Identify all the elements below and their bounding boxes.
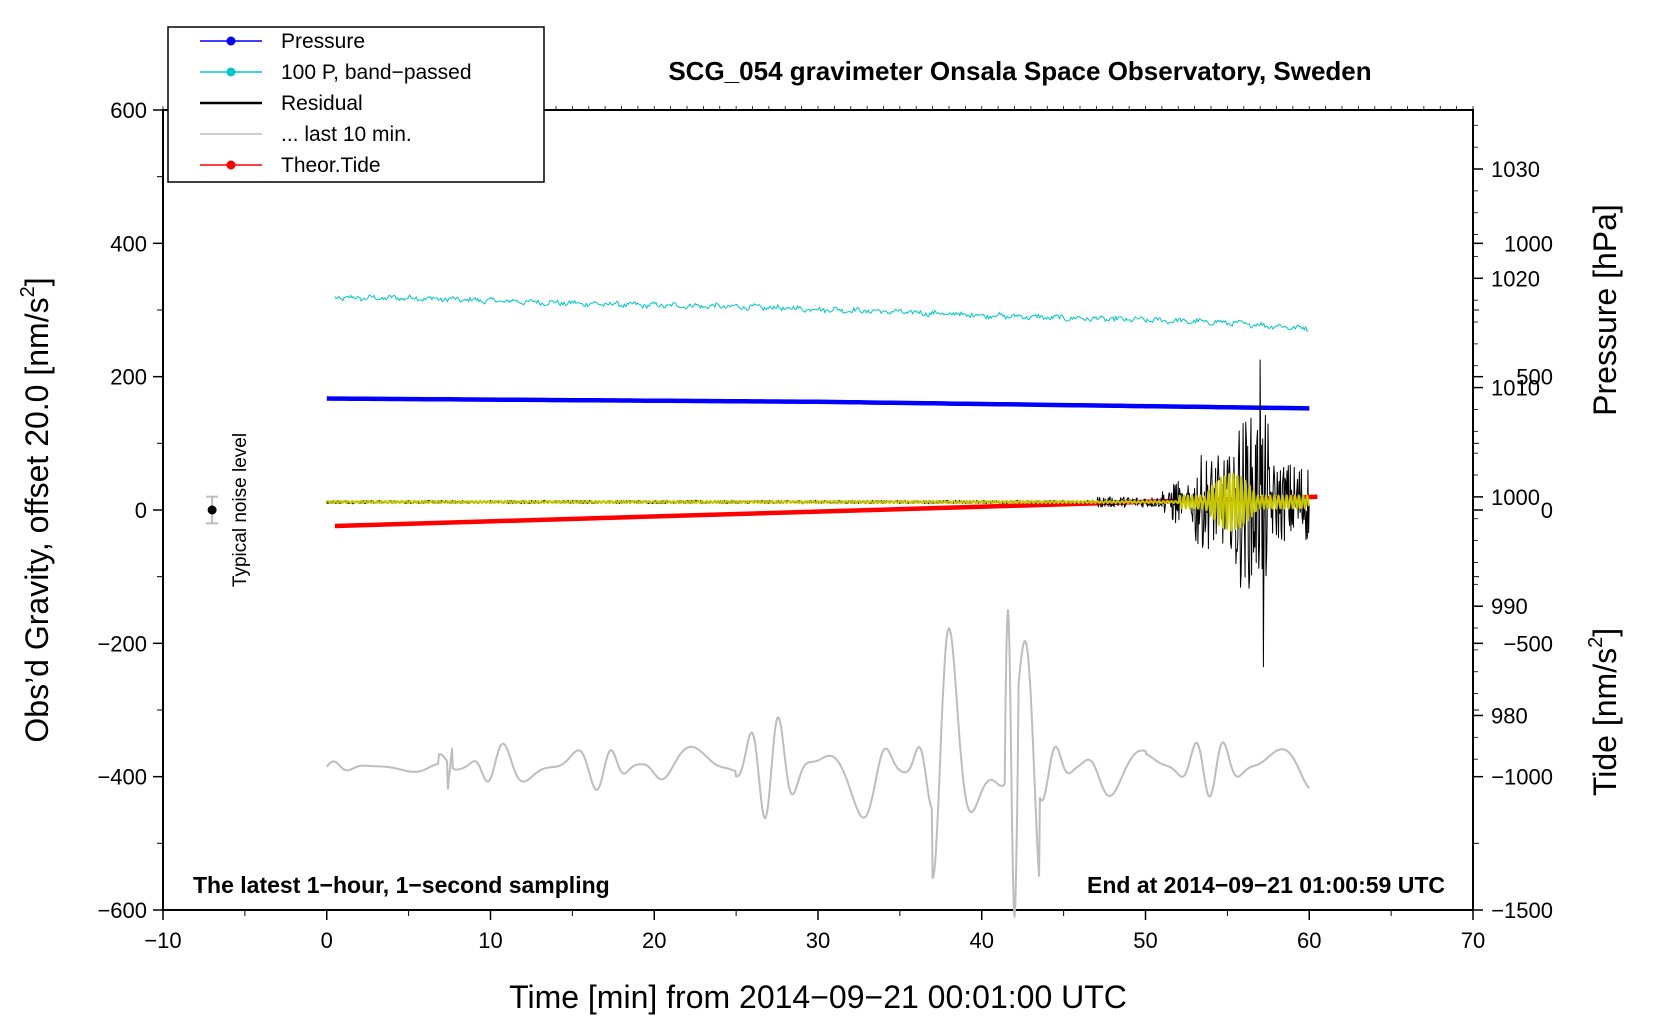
pressure-line [326, 396, 1310, 411]
tide-tick-label: 500 [1516, 365, 1553, 390]
tide-tick-label: −1000 [1491, 765, 1553, 790]
tide-axis-title-end: ] [1587, 628, 1623, 637]
noise-bar-point [207, 505, 217, 515]
y-tick-label: 0 [135, 498, 147, 523]
y-tick-label: 200 [110, 365, 147, 390]
curves [206, 294, 1318, 918]
residual-filtered-line [325, 472, 1310, 532]
chart-title: SCG_054 gravimeter Onsala Space Observat… [668, 56, 1371, 86]
x-tick-label: 60 [1297, 928, 1321, 953]
pressure-tick-label: 1030 [1491, 157, 1540, 182]
legend: Pressure 100 P, band−passed Residual ... la… [167, 26, 545, 183]
y-axis-title-end: ] [19, 277, 55, 286]
x-tick-label: 50 [1133, 928, 1157, 953]
noise-level-label: Typical noise level [230, 433, 251, 587]
legend-label: Residual [281, 92, 363, 115]
pressure-axis-title: Pressure [hPa] [1587, 204, 1623, 416]
tide-tick-label: 1000 [1504, 231, 1553, 256]
x-tick-label: 70 [1461, 928, 1485, 953]
legend-box [167, 26, 545, 183]
y-axis-title-main: Obs’d Gravity, offset 20.0 [nm/s [19, 297, 55, 742]
pressure-tick-label: 1020 [1491, 266, 1540, 291]
x-tick-label: 10 [478, 928, 502, 953]
last-10-min-line [326, 609, 1310, 918]
x-tick-label: 20 [642, 928, 666, 953]
pressure-tick-label: 980 [1491, 703, 1528, 728]
x-tick-label: 0 [321, 928, 333, 953]
tide-axis-title-sup: 2 [1585, 637, 1607, 648]
tide-axis-title: Tide [nm/s2] [1585, 628, 1623, 796]
y-tick-label: −400 [97, 765, 147, 790]
legend-label: 100 P, band−passed [281, 61, 472, 84]
end-time-note: End at 2014−09−21 01:00:59 UTC [1087, 872, 1445, 898]
legend-marker [226, 67, 236, 77]
y-tick-label: 600 [110, 98, 147, 123]
tide-tick-label: 0 [1541, 498, 1553, 523]
ticks: −10 0 10 20 30 40 50 60 706004002000−200−400−600… [97, 98, 1553, 953]
legend-marker [226, 36, 236, 46]
tide-tick-label: −500 [1503, 631, 1553, 656]
legend-label: Pressure [281, 30, 365, 53]
band-passed-pressure-line [334, 294, 1309, 332]
legend-label: ... last 10 min. [281, 123, 412, 146]
y-tick-label: −200 [97, 631, 147, 656]
y-axis-title-sup: 2 [17, 286, 39, 297]
y-axis-title: Obs’d Gravity, offset 20.0 [nm/s2] [17, 277, 55, 742]
x-tick-label: 40 [970, 928, 994, 953]
tide-axis-title-main: Tide [nm/s [1587, 648, 1623, 796]
tide-tick-label: −1500 [1491, 898, 1553, 923]
legend-items: Pressure 100 P, band−passed Residual ... la… [200, 30, 472, 177]
y-tick-label: −600 [97, 898, 147, 923]
legend-label: Theor.Tide [281, 154, 381, 177]
sampling-note: The latest 1−hour, 1−second sampling [193, 872, 610, 898]
y-tick-label: 400 [110, 231, 147, 256]
x-axis-title: Time [min] from 2014−09−21 00:01:00 UTC [509, 979, 1127, 1015]
x-tick-label: 30 [806, 928, 830, 953]
pressure-tick-label: 990 [1491, 594, 1528, 619]
pressure-tick-label: 1010 [1491, 376, 1540, 401]
pressure-tick-label: 1000 [1491, 485, 1540, 510]
legend-marker [226, 160, 236, 170]
x-tick-label: −10 [144, 928, 181, 953]
